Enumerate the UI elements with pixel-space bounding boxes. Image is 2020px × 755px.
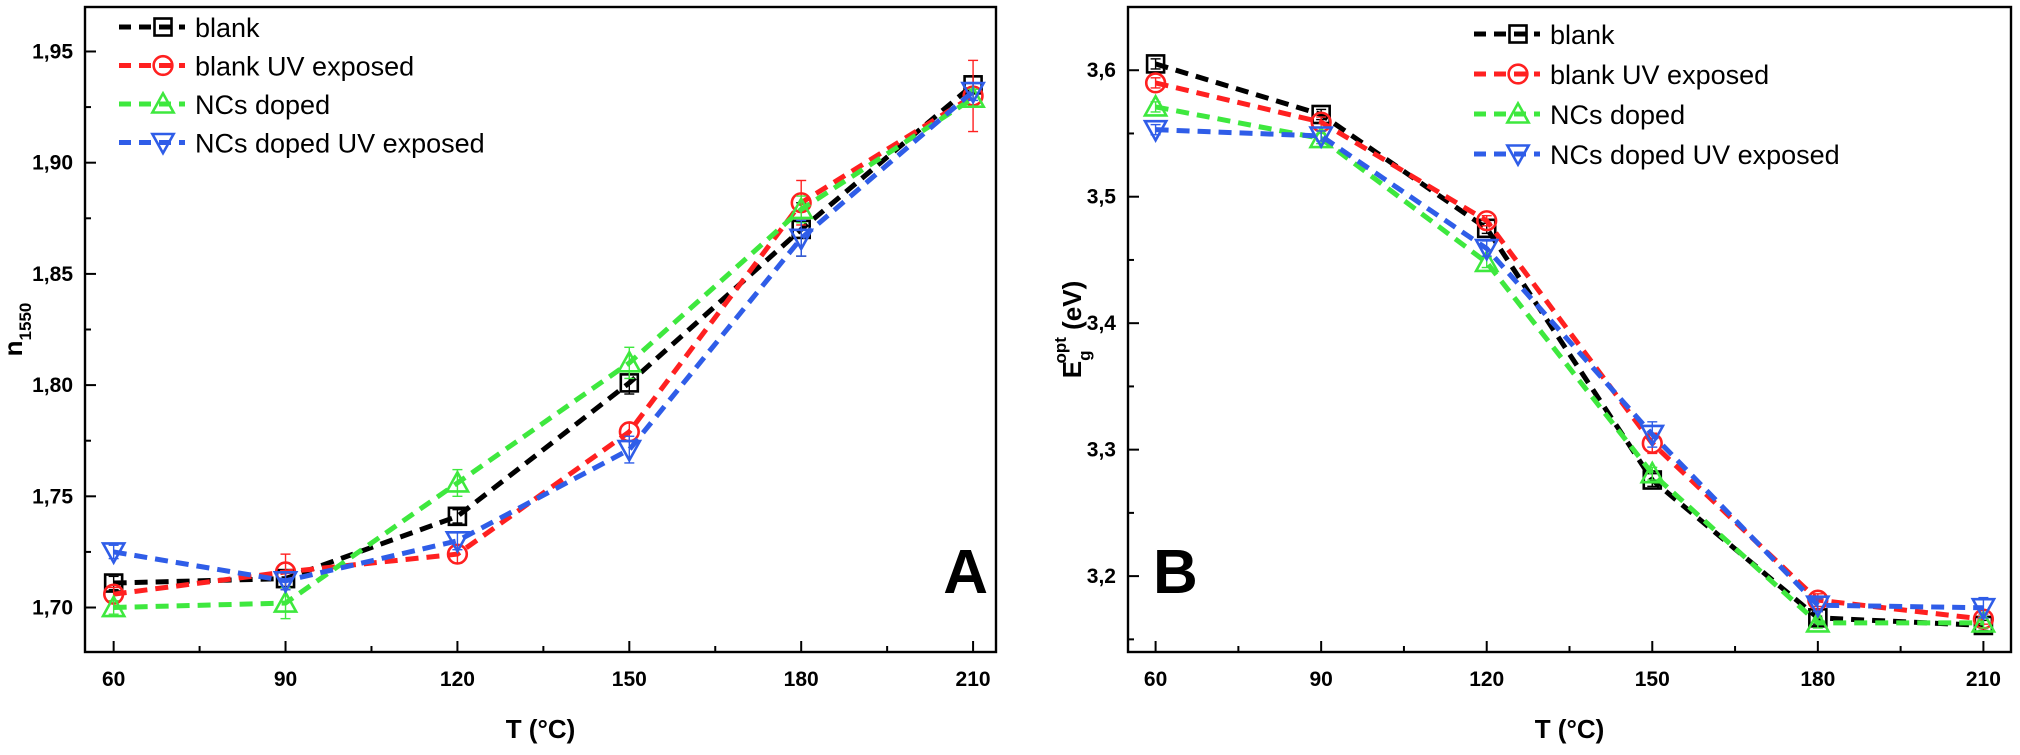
legend-label: NCs doped — [195, 90, 330, 120]
data-point — [100, 542, 127, 566]
legend: blank blank UV exposed NCs doped NCs doped … — [1474, 20, 1840, 170]
y-tick-label: 3,5 — [1087, 186, 1117, 209]
data-point — [788, 196, 815, 220]
y-axis-title: n1550 — [0, 303, 35, 357]
panel-label: B — [1153, 538, 1198, 607]
legend-item: blank UV exposed — [119, 52, 414, 82]
data-point — [1473, 249, 1500, 273]
y-tick-label: 1,75 — [32, 485, 73, 508]
legend-label: NCs doped UV exposed — [1550, 140, 1840, 170]
data-point — [1476, 210, 1498, 232]
legend-item: NCs doped — [1474, 100, 1685, 130]
data-point — [272, 589, 299, 613]
legend-marker — [1505, 144, 1531, 168]
legend: blank blank UV exposed NCs doped NCs doped … — [119, 13, 485, 159]
data-point — [1970, 609, 1997, 633]
x-tick-label: 150 — [612, 668, 647, 691]
x-axis-title: T (°C) — [1535, 714, 1605, 744]
data-point — [1144, 72, 1167, 94]
data-point — [616, 439, 643, 463]
data-point — [1805, 609, 1831, 633]
legend-label: blank — [195, 13, 260, 43]
x-axis-title: T (°C) — [506, 714, 576, 744]
data-point — [444, 469, 471, 493]
data-point — [616, 349, 643, 373]
legend-marker — [150, 90, 176, 114]
x-tick-label: 180 — [1800, 668, 1835, 691]
x-tick-label: 150 — [1635, 668, 1670, 691]
series-ncs-doped-uv-exposed — [100, 81, 986, 595]
y-tick-label: 3,6 — [1087, 59, 1116, 82]
y-axis: 3,2 3,3 3,4 3,5 3,6 — [1087, 6, 1139, 641]
legend-item: blank — [119, 13, 260, 43]
data-point — [960, 81, 986, 105]
data-point — [1639, 460, 1666, 484]
y-tick-label: 3,2 — [1087, 565, 1116, 588]
y-tick-label: 3,4 — [1087, 312, 1117, 335]
data-point — [1308, 126, 1334, 150]
x-tick-label: 90 — [1309, 668, 1332, 691]
legend-label: blank UV exposed — [195, 52, 414, 82]
x-tick-label: 180 — [784, 668, 819, 691]
x-axis: 60 90 120 150 180 210 — [102, 641, 991, 691]
legend-label: blank — [1550, 20, 1615, 50]
data-point — [100, 594, 127, 618]
series-ncs-doped — [1142, 93, 1997, 633]
legend-item: NCs doped UV exposed — [1474, 140, 1840, 170]
legend-marker — [1505, 100, 1531, 124]
series-line — [113, 82, 975, 586]
legend-item: NCs doped — [119, 90, 330, 120]
legend-item: blank — [1474, 20, 1615, 50]
legend-label: blank UV exposed — [1550, 60, 1769, 90]
y-tick-label: 1,85 — [32, 263, 73, 286]
x-tick-label: 60 — [1144, 668, 1167, 691]
x-tick-label: 120 — [1469, 668, 1504, 691]
legend-marker — [1508, 24, 1528, 44]
legend-marker — [152, 54, 174, 77]
y-tick-label: 1,80 — [32, 374, 73, 397]
legend-label: NCs doped — [1550, 100, 1685, 130]
data-point — [1142, 93, 1169, 117]
legend-marker — [153, 17, 173, 37]
y-tick-label: 1,95 — [32, 40, 73, 63]
legend-marker — [1507, 63, 1529, 85]
data-point — [1639, 424, 1666, 448]
data-point — [272, 571, 299, 595]
data-point — [1805, 595, 1831, 619]
legend-label: NCs doped UV exposed — [195, 129, 485, 159]
series-line — [113, 96, 975, 611]
data-point — [447, 506, 468, 527]
x-tick-label: 60 — [102, 668, 125, 691]
series-line — [113, 89, 975, 584]
data-point — [1142, 119, 1169, 143]
data-point — [1473, 238, 1500, 262]
x-tick-label: 120 — [440, 668, 475, 691]
data-point — [1970, 597, 1997, 622]
legend-item: blank UV exposed — [1474, 60, 1769, 90]
x-tick-label: 90 — [274, 668, 297, 691]
series-line — [1155, 104, 1984, 626]
y-tick-label: 3,3 — [1087, 439, 1116, 462]
y-axis: 1,70 1,75 1,80 1,85 1,90 1,95 — [32, 40, 96, 620]
data-point — [788, 228, 815, 252]
series-line — [1155, 127, 1984, 611]
series-ncs-doped-uv-exposed — [1142, 119, 1997, 622]
x-tick-label: 210 — [956, 668, 991, 691]
y-tick-label: 1,90 — [32, 152, 73, 175]
data-point — [444, 530, 471, 555]
series-ncs-doped — [100, 84, 986, 620]
x-axis: 60 90 120 150 180 210 — [1144, 641, 2001, 691]
legend-item: NCs doped UV exposed — [119, 129, 485, 159]
panel-label: A — [943, 538, 988, 607]
series-line — [113, 93, 975, 597]
y-axis-title: Egopt (eV) — [1051, 281, 1094, 379]
x-tick-label: 210 — [1966, 668, 2001, 691]
legend-marker — [150, 132, 176, 156]
y-tick-label: 1,70 — [32, 597, 73, 620]
chart-panel-b: 60 90 120 150 180 210 T (°C) 3,2 3,3 3,4 3,5 3,6 Ego… — [1051, 5, 2013, 744]
